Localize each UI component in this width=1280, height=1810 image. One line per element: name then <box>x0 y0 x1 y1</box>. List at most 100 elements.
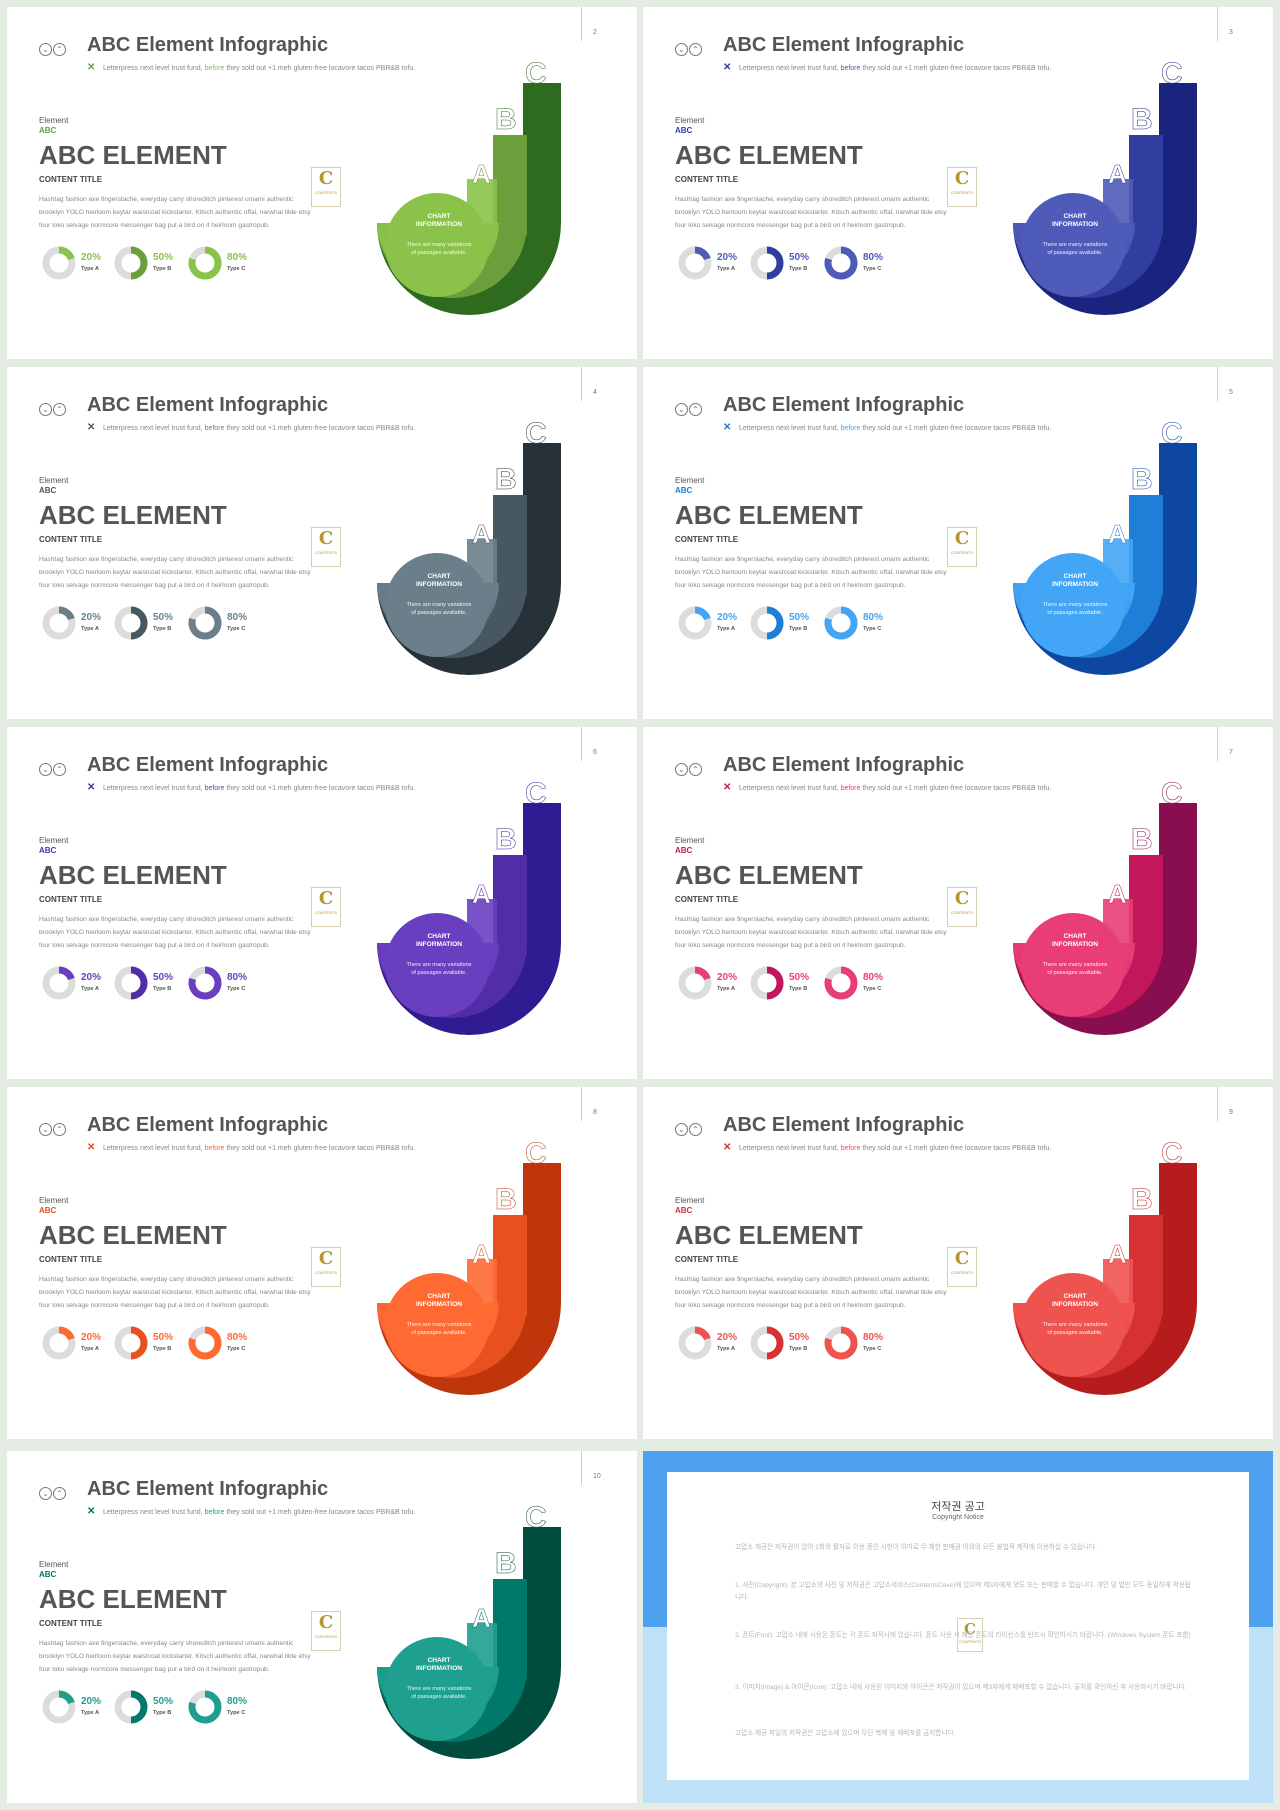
stat-label: Type B <box>153 1710 172 1716</box>
slide-thumbnail[interactable]: 9 ⌄ ⌃ ABC Element Infographic ✕ Letterpre… <box>643 1087 1273 1439</box>
stat-percent: 80% <box>863 972 884 983</box>
stat-percent: 20% <box>81 252 102 263</box>
stat-percent: 80% <box>227 1332 248 1343</box>
step-letter-b: B <box>495 823 517 856</box>
stat-donut <box>750 246 784 280</box>
stat-percent: 80% <box>863 612 884 623</box>
contents-logo: C CONTENTS <box>311 527 341 567</box>
step-letter-a: A <box>1108 519 1127 549</box>
step-letter-b: B <box>495 1183 517 1216</box>
contents-logo: C CONTENTS <box>311 1611 341 1651</box>
header-icons: ⌄ ⌃ <box>675 759 703 776</box>
step-b-column <box>493 135 527 235</box>
slide-thumbnail[interactable]: 3 ⌄ ⌃ ABC Element Infographic ✕ Letterpre… <box>643 7 1273 359</box>
stat-donut <box>824 1326 858 1360</box>
content-title: CONTENT TITLE <box>675 175 739 184</box>
close-icon: ✕ <box>723 1142 732 1153</box>
slide-thumbnail[interactable]: 6 ⌄ ⌃ ABC Element Infographic ✕ Letterpre… <box>7 727 637 1079</box>
abc-step-graphic: ABC <box>1013 57 1197 315</box>
donut-fill <box>58 966 75 981</box>
step-letter-a: A <box>1108 1239 1127 1269</box>
step-letter-c: C <box>525 777 547 810</box>
chevron-up-circle-icon: ⌃ <box>689 403 702 416</box>
slide-thumbnail[interactable]: 8 ⌄ ⌃ ABC Element Infographic ✕ Letterpre… <box>7 1087 637 1439</box>
stat-label: Type A <box>81 1710 100 1716</box>
stat-percent: 20% <box>717 252 738 263</box>
abc-label: ABC <box>39 1570 57 1579</box>
step-letter-a: A <box>472 1603 491 1633</box>
stat-percent: 50% <box>153 972 174 983</box>
slide-title: ABC Element Infographic <box>723 394 965 416</box>
chart-info-text: There are many variations of passages ava… <box>1042 962 1108 976</box>
chevron-down-circle-icon: ⌄ <box>675 1123 688 1136</box>
abc-label: ABC <box>39 846 57 855</box>
chart-info-circle <box>385 193 489 297</box>
chart-info-text: There are many variations of passages ava… <box>1042 242 1108 256</box>
slide-subtitle: Letterpress next level trust fund, befor… <box>739 425 1052 432</box>
slide-subtitle: Letterpress next level trust fund, befor… <box>103 1509 416 1516</box>
chart-info-text: There are many variations of passages ava… <box>1042 1322 1108 1336</box>
chevron-up-circle-icon: ⌃ <box>53 1123 66 1136</box>
element-label: Element <box>39 1560 69 1569</box>
slide-title: ABC Element Infographic <box>87 1478 329 1500</box>
donut-fill <box>130 246 148 280</box>
element-label: Element <box>675 836 705 845</box>
chart-info-text: There are many variations of passages ava… <box>406 242 472 256</box>
stat-percent: 80% <box>227 1696 248 1707</box>
slide-thumbnail[interactable]: 10 ⌄ ⌃ ABC Element Infographic ✕ Letterpr… <box>7 1451 637 1803</box>
chart-info-text: There are many variations of passages ava… <box>406 962 472 976</box>
step-c-column <box>1159 1163 1197 1303</box>
body-text: Hashtag fashion axe fingerstache, everyd… <box>675 916 947 949</box>
stat-label: Type C <box>227 626 246 632</box>
stat-label: Type C <box>227 266 246 272</box>
page-divider <box>1217 7 1218 41</box>
chevron-down-circle-icon: ⌄ <box>39 403 52 416</box>
contents-logo: C CONTENTS <box>957 1618 983 1652</box>
page-number: 6 <box>593 749 597 756</box>
stat-label: Type A <box>717 626 736 632</box>
stat-donut <box>114 966 148 1000</box>
stat-percent: 50% <box>153 252 174 263</box>
chart-info-title: CHART INFORMATION <box>415 933 463 948</box>
stat-label: Type A <box>81 986 100 992</box>
page-divider <box>1217 367 1218 401</box>
step-b-column <box>1129 1215 1163 1315</box>
slide-thumbnail[interactable]: 2 ⌄ ⌃ ABC Element Infographic ✕ Letterpre… <box>7 7 637 359</box>
chevron-down-circle-icon: ⌄ <box>675 403 688 416</box>
slide-subtitle: Letterpress next level trust fund, befor… <box>103 425 416 432</box>
page-divider <box>1217 727 1218 761</box>
step-letter-a: A <box>472 519 491 549</box>
stat-label: Type C <box>227 986 246 992</box>
contents-logo: C CONTENTS <box>311 887 341 927</box>
stat-donut <box>750 606 784 640</box>
section-heading: ABC ELEMENT <box>675 500 863 530</box>
section-heading: ABC ELEMENT <box>39 140 227 170</box>
stat-label: Type A <box>717 1346 736 1352</box>
slide-thumbnail[interactable]: 4 ⌄ ⌃ ABC Element Infographic ✕ Letterpre… <box>7 367 637 719</box>
copyright-card: 저작권 공고 Copyright Notice 고맙소 제공은 저작권이 있어 … <box>667 1472 1249 1780</box>
chart-info-circle <box>385 1273 489 1377</box>
stat-label: Type B <box>153 266 172 272</box>
slide-title: ABC Element Infographic <box>723 754 965 776</box>
header-icons: ⌄ ⌃ <box>39 1119 67 1136</box>
abc-label: ABC <box>675 126 693 135</box>
stat-donut <box>114 246 148 280</box>
stat-donut <box>42 1326 76 1360</box>
element-label: Element <box>39 1196 69 1205</box>
page-divider <box>1217 1087 1218 1121</box>
stat-donut <box>42 966 76 1000</box>
slide-thumbnail[interactable]: 5 ⌄ ⌃ ABC Element Infographic ✕ Letterpre… <box>643 367 1273 719</box>
stat-percent: 80% <box>227 972 248 983</box>
stat-label: Type A <box>81 626 100 632</box>
stat-label: Type B <box>789 1346 808 1352</box>
slide-thumbnail[interactable]: 7 ⌄ ⌃ ABC Element Infographic ✕ Letterpre… <box>643 727 1273 1079</box>
page-number: 3 <box>1229 29 1233 36</box>
chevron-up-circle-icon: ⌃ <box>53 43 66 56</box>
section-heading: ABC ELEMENT <box>675 1220 863 1250</box>
slide-title: ABC Element Infographic <box>87 1114 329 1136</box>
stat-donut <box>188 1690 222 1724</box>
stat-label: Type B <box>153 986 172 992</box>
step-b-column <box>493 1579 527 1679</box>
copyright-slide[interactable]: 저작권 공고 Copyright Notice 고맙소 제공은 저작권이 있어 … <box>643 1451 1273 1803</box>
chart-info-text: There are many variations of passages ava… <box>406 1686 472 1700</box>
